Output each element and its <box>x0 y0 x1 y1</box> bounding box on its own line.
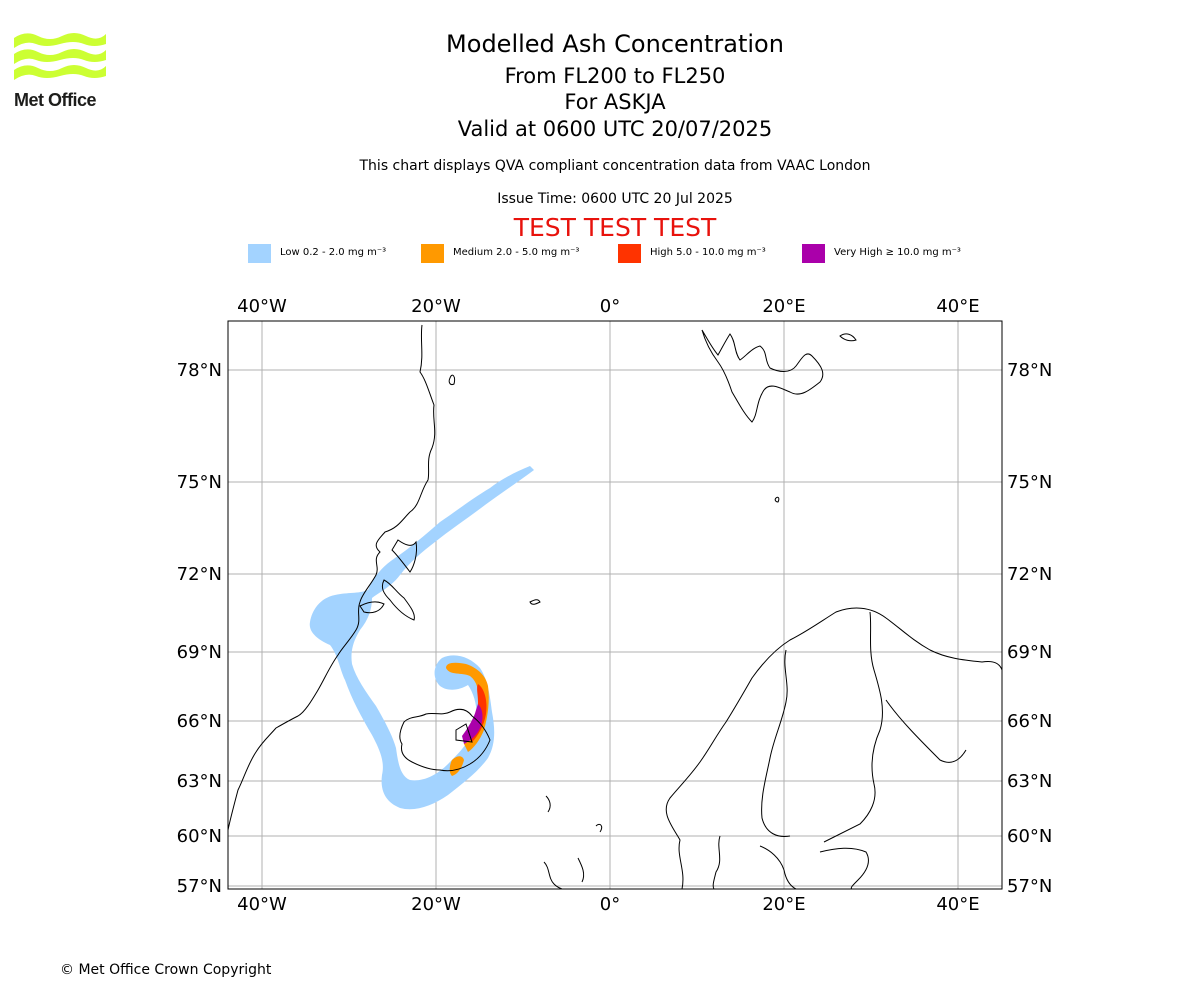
coastline-scandinavia <box>665 607 1002 889</box>
lat-label: 75°N <box>1007 472 1052 493</box>
legend-swatch-very-high <box>802 244 825 263</box>
lon-label: 0° <box>600 296 620 317</box>
lat-labels-left: 78°N 75°N 72°N 69°N 66°N 63°N 60°N 57°N <box>177 360 222 897</box>
lat-label: 69°N <box>177 642 222 663</box>
coastlines <box>228 324 1002 889</box>
lat-label: 63°N <box>1007 771 1052 792</box>
lat-label: 57°N <box>177 876 222 897</box>
lat-label: 69°N <box>1007 642 1052 663</box>
lon-label: 20°E <box>762 296 805 317</box>
ash-area-very-high <box>462 704 483 744</box>
map-frame <box>227 320 1003 890</box>
ash-area-low <box>309 466 534 810</box>
lon-label: 40°W <box>237 894 287 915</box>
test-banner: TEST TEST TEST <box>513 213 717 242</box>
lat-label: 63°N <box>177 771 222 792</box>
chart-title: Modelled Ash Concentration <box>446 30 784 58</box>
issue-time: Issue Time: 0600 UTC 20 Jul 2025 <box>497 191 733 207</box>
met-office-logo: Met Office <box>14 30 110 112</box>
met-office-logo-text: Met Office <box>14 90 97 110</box>
lon-label: 0° <box>600 894 620 915</box>
met-office-waves-icon <box>14 33 106 80</box>
lat-label: 75°N <box>177 472 222 493</box>
legend-swatch-high <box>618 244 641 263</box>
lon-labels-bottom: 40°W 20°W 0° 20°E 40°E <box>237 894 979 915</box>
lat-label: 78°N <box>177 360 222 381</box>
volcano-name: For ASKJA <box>564 90 666 114</box>
lat-labels-right: 78°N 75°N 72°N 69°N 66°N 63°N 60°N 57°N <box>1007 360 1052 897</box>
coastline-greenland <box>228 324 436 831</box>
chart-description: This chart displays QVA compliant concen… <box>359 158 871 174</box>
lat-label: 78°N <box>1007 360 1052 381</box>
map-gridlines <box>228 321 1002 889</box>
legend-label-high: High 5.0 - 10.0 mg m⁻³ <box>650 247 766 258</box>
lat-label: 66°N <box>1007 711 1052 732</box>
lat-label: 60°N <box>177 826 222 847</box>
legend-swatch-medium <box>421 244 444 263</box>
legend-swatch-low <box>248 244 271 263</box>
legend-label-medium: Medium 2.0 - 5.0 mg m⁻³ <box>453 247 580 258</box>
lon-label: 20°E <box>762 894 805 915</box>
lat-label: 60°N <box>1007 826 1052 847</box>
lat-label: 66°N <box>177 711 222 732</box>
coastline-svalbard <box>701 329 824 423</box>
lon-labels-top: 40°W 20°W 0° 20°E 40°E <box>237 296 979 317</box>
lon-label: 40°E <box>936 894 979 915</box>
valid-time: Valid at 0600 UTC 20/07/2025 <box>457 117 773 141</box>
coastline-iceland <box>399 708 491 772</box>
copyright-notice: © Met Office Crown Copyright <box>60 962 272 978</box>
lon-label: 40°W <box>237 296 287 317</box>
legend-label-low: Low 0.2 - 2.0 mg m⁻³ <box>280 247 387 258</box>
lat-label: 72°N <box>177 564 222 585</box>
lon-label: 40°E <box>936 296 979 317</box>
lat-label: 57°N <box>1007 876 1052 897</box>
legend-label-very-high: Very High ≥ 10.0 mg m⁻³ <box>834 247 961 258</box>
lon-label: 20°W <box>411 296 461 317</box>
lon-label: 20°W <box>411 894 461 915</box>
flight-level-range: From FL200 to FL250 <box>504 64 726 88</box>
lat-label: 72°N <box>1007 564 1052 585</box>
